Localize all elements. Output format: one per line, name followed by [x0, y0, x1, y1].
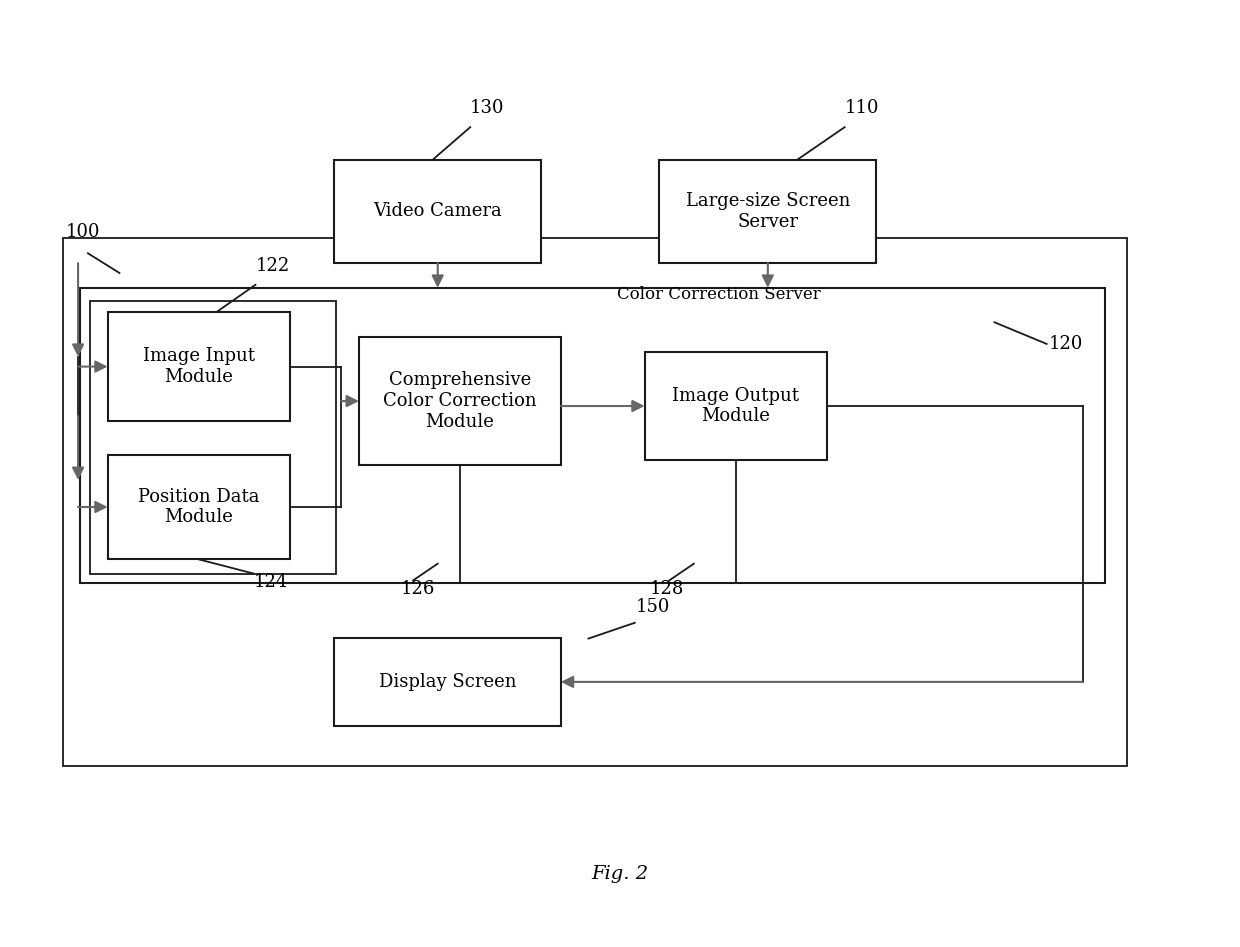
Text: Display Screen: Display Screen: [378, 673, 516, 691]
Bar: [63, 239, 1127, 766]
Text: Comprehensive
Color Correction
Module: Comprehensive Color Correction Module: [383, 371, 537, 431]
Bar: [335, 637, 560, 726]
Text: 110: 110: [844, 99, 879, 117]
Bar: [358, 337, 560, 465]
Text: Fig. 2: Fig. 2: [591, 865, 649, 883]
Bar: [108, 313, 290, 420]
Text: 130: 130: [470, 99, 505, 117]
Bar: [645, 352, 827, 460]
Text: Video Camera: Video Camera: [373, 203, 502, 221]
Text: 122: 122: [255, 257, 290, 275]
Bar: [335, 160, 541, 263]
Text: 124: 124: [253, 573, 288, 591]
Bar: [89, 300, 336, 574]
Text: 126: 126: [401, 581, 435, 599]
Bar: [660, 160, 877, 263]
Text: 150: 150: [636, 598, 670, 616]
Text: 128: 128: [650, 581, 684, 599]
Text: 100: 100: [66, 223, 100, 241]
Bar: [108, 456, 290, 559]
Text: Image Output
Module: Image Output Module: [672, 386, 800, 425]
Text: Position Data
Module: Position Data Module: [138, 488, 259, 527]
Text: Image Input
Module: Image Input Module: [143, 348, 254, 386]
Text: Large-size Screen
Server: Large-size Screen Server: [686, 192, 849, 231]
Bar: [81, 288, 1105, 583]
Text: Color Correction Server: Color Correction Server: [616, 286, 821, 302]
Text: 120: 120: [1049, 335, 1083, 353]
